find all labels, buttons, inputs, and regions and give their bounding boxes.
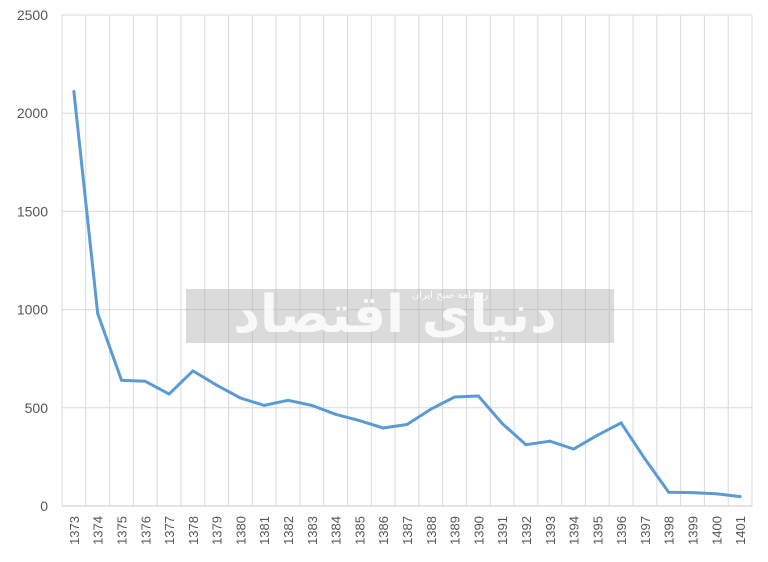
x-tick-label: 1395 [590,516,605,545]
data-point [357,419,361,423]
series-line-group [72,90,742,499]
data-point [310,403,314,407]
x-tick-label: 1375 [114,516,129,545]
x-tick-label: 1373 [67,516,82,545]
y-axis: 0 500 1000 1500 2000 2500 [17,7,48,514]
x-tick-label: 1400 [709,516,724,545]
data-point [738,495,742,499]
x-tick-label: 1394 [567,516,582,545]
x-tick-label: 1396 [614,516,629,545]
x-tick-label: 1387 [400,516,415,545]
x-tick-label: 1384 [329,516,344,545]
x-tick-label: 1392 [519,516,534,545]
x-tick-label: 1399 [686,516,701,545]
data-point [667,490,671,494]
x-tick-label: 1393 [543,516,558,545]
y-tick-label: 500 [25,400,49,416]
data-point [72,90,76,94]
x-tick-label: 1378 [186,516,201,545]
x-tick-label: 1390 [471,516,486,545]
data-point [119,378,123,382]
data-point [595,433,599,437]
watermark-sub-text: روزنامه صبح ایران [412,290,489,301]
x-tick-label: 1383 [305,516,320,545]
data-point [262,403,266,407]
x-axis: 1373 1374 1375 1376 1377 1378 1379 1380 1381 1382… [67,516,748,545]
data-point [334,412,338,416]
data-point [96,312,100,316]
data-point [691,491,695,495]
y-tick-label: 1000 [17,302,48,318]
data-point [215,383,219,387]
x-tick-label: 1391 [495,516,510,545]
x-tick-label: 1377 [162,516,177,545]
data-point [572,447,576,451]
data-point [143,379,147,383]
x-tick-label: 1397 [638,516,653,545]
x-tick-label: 1388 [424,516,439,545]
data-point [524,443,528,447]
x-tick-label: 1401 [733,516,748,545]
data-point [619,421,623,425]
data-point [429,407,433,411]
x-tick-label: 1379 [210,516,225,545]
x-tick-label: 1376 [138,516,153,545]
x-tick-label: 1385 [352,516,367,545]
y-tick-label: 2500 [17,7,48,23]
y-tick-label: 0 [40,498,48,514]
data-point [500,422,504,426]
data-point [191,369,195,373]
x-tick-label: 1398 [662,516,677,545]
x-tick-label: 1381 [257,516,272,545]
watermark-main-text: دنیای اقتصاد [233,285,556,345]
x-tick-label: 1382 [281,516,296,545]
watermark: دنیای اقتصاد روزنامه صبح ایران [186,285,614,345]
watermark-band [186,289,614,343]
x-tick-label: 1389 [448,516,463,545]
x-tick-label: 1374 [91,516,106,545]
data-point [548,439,552,443]
data-point [405,422,409,426]
data-point [167,392,171,396]
grid [61,14,753,507]
y-tick-label: 2000 [17,105,48,121]
x-tick-label: 1386 [376,516,391,545]
y-tick-label: 1500 [17,203,48,219]
data-point [643,457,647,461]
data-point [286,398,290,402]
data-point [381,426,385,430]
x-tick-label: 1380 [233,516,248,545]
data-point [238,396,242,400]
data-point [453,395,457,399]
data-point [714,492,718,496]
data-point [476,394,480,398]
